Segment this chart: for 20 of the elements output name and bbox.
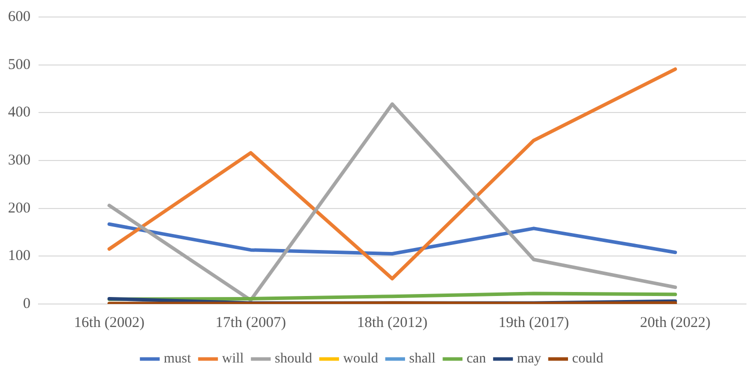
legend-label: would [343, 352, 378, 367]
legend-label: shall [409, 352, 436, 367]
y-tick-label: 600 [8, 8, 30, 25]
legend-label: must [164, 352, 192, 367]
x-tick-label: 19th (2017) [498, 314, 569, 331]
legend-label: can [466, 352, 486, 367]
x-tick-label: 17th (2007) [216, 314, 286, 331]
legend-label: could [572, 352, 604, 367]
y-tick-label: 500 [8, 56, 30, 73]
legend-label: may [517, 352, 542, 367]
x-tick-label: 18th (2012) [357, 314, 428, 331]
y-tick-label: 100 [8, 248, 30, 264]
y-tick-label: 300 [8, 152, 30, 168]
legend-label: will [222, 352, 244, 367]
y-tick-label: 0 [23, 296, 30, 312]
y-tick-label: 400 [8, 104, 30, 121]
legend-label: should [274, 352, 312, 367]
y-tick-label: 200 [8, 200, 30, 216]
x-tick-label: 20th (2022) [640, 314, 710, 331]
x-tick-label: 16th (2002) [74, 314, 144, 331]
